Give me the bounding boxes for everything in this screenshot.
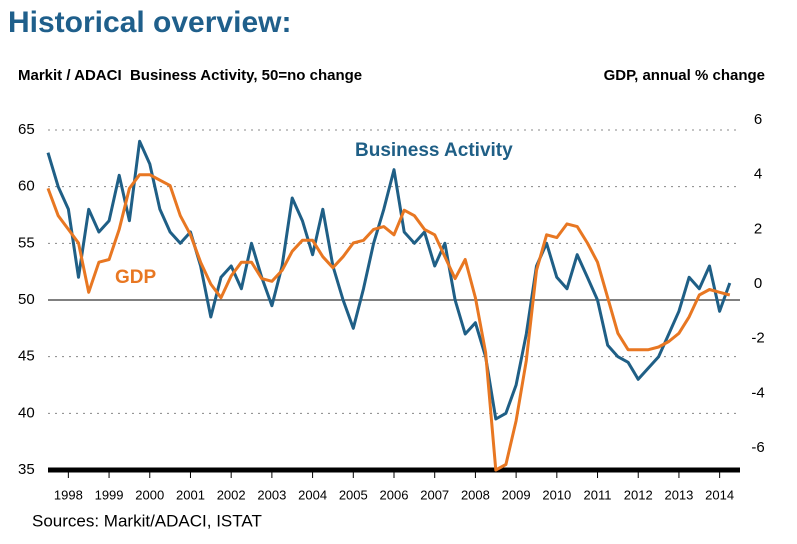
y-tick-label: 50 [18,291,35,308]
y-tick-label: 35 [18,461,35,478]
series-label: GDP [115,267,157,288]
y2-axis-label: GDP, annual % change [604,67,765,84]
x-tick-label: 2004 [298,487,327,502]
x-tick-label: 2002 [217,487,246,502]
x-tick-label: 1998 [54,487,83,502]
x-tick-label: 2001 [176,487,205,502]
y2-tick-label: 6 [754,111,762,128]
x-tick-label: 2010 [542,487,571,502]
x-tick-label: 2006 [380,487,409,502]
y-tick-label: 65 [18,121,35,138]
y2-tick-label: -2 [751,330,764,347]
y2-tick-label: 2 [754,220,762,237]
x-tick-label: 2012 [624,487,653,502]
y-tick-label: 60 [18,178,35,195]
y2-tick-label: -4 [751,384,764,401]
x-tick-label: 2003 [257,487,286,502]
y-tick-label: 40 [18,404,35,421]
y2-tick-label: 0 [754,275,762,292]
source: Sources: Markit/ADACI, ISTAT [32,511,262,530]
x-tick-label: 2013 [664,487,693,502]
x-tick-label: 2005 [339,487,368,502]
x-tick-label: 2011 [584,487,612,502]
series-label: Business Activity [355,140,513,161]
x-tick-label: 2008 [461,487,490,502]
x-tick-label: 1999 [95,487,124,502]
y-axis-label: Markit / ADACI Business Activity, 50=no … [18,67,362,84]
series-line [46,173,731,472]
x-tick-label: 2007 [420,487,449,502]
x-tick-label: 2000 [135,487,164,502]
x-tick-label: 2014 [705,487,734,502]
y2-tick-label: -6 [751,439,764,456]
series-line [46,139,732,421]
x-tick-label: 2009 [502,487,531,502]
y2-tick-label: 4 [754,166,762,183]
y-tick-label: 55 [18,234,35,251]
y-tick-label: 45 [18,348,35,365]
chart-title: Historical overview: [8,6,291,39]
